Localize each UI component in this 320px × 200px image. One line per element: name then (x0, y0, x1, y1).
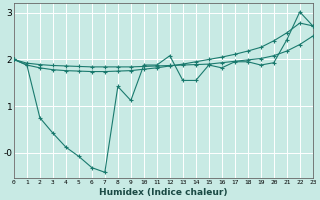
X-axis label: Humidex (Indice chaleur): Humidex (Indice chaleur) (99, 188, 228, 197)
